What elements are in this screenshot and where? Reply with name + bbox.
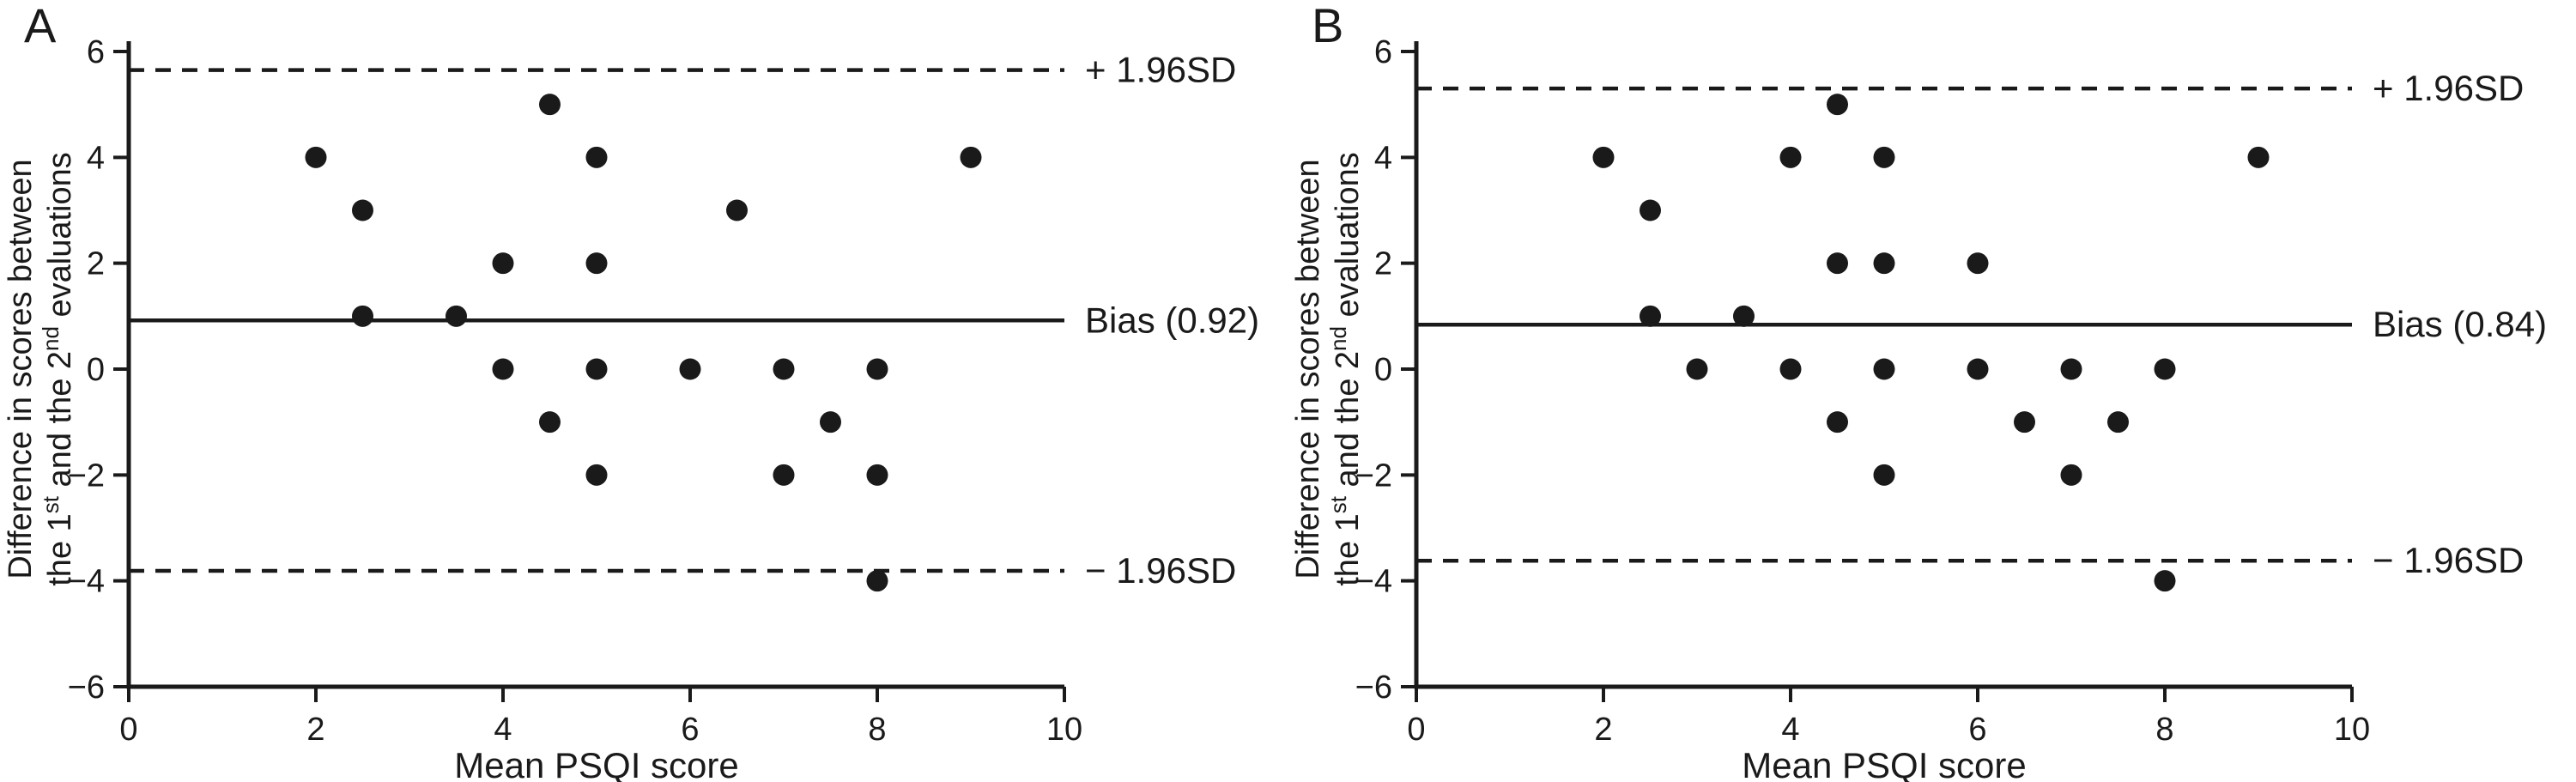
svg-text:Bias (0.84): Bias (0.84): [2373, 304, 2547, 344]
svg-text:0: 0: [1374, 352, 1392, 388]
svg-text:0: 0: [119, 712, 137, 748]
svg-text:−2: −2: [1355, 458, 1392, 494]
svg-text:−4: −4: [68, 564, 105, 600]
svg-text:−6: −6: [68, 670, 105, 706]
svg-text:8: 8: [2155, 712, 2173, 748]
svg-text:Bias (0.92): Bias (0.92): [1085, 300, 1259, 340]
svg-text:+ 1.96SD: + 1.96SD: [1085, 50, 1236, 90]
svg-text:6: 6: [1968, 712, 1986, 748]
svg-text:2: 2: [306, 712, 324, 748]
svg-text:6: 6: [681, 712, 699, 748]
svg-text:6: 6: [87, 34, 105, 70]
svg-text:10: 10: [1046, 712, 1082, 748]
svg-text:4: 4: [494, 712, 512, 748]
svg-text:4: 4: [1781, 712, 1799, 748]
svg-text:2: 2: [1594, 712, 1612, 748]
svg-text:4: 4: [87, 140, 105, 176]
svg-text:6: 6: [1374, 34, 1392, 70]
panel-b-label: B: [1312, 0, 1344, 52]
svg-text:10: 10: [2334, 712, 2370, 748]
svg-text:0: 0: [1407, 712, 1425, 748]
svg-text:− 1.96SD: − 1.96SD: [2373, 540, 2524, 580]
svg-text:− 1.96SD: − 1.96SD: [1085, 550, 1236, 591]
svg-text:Mean PSQI score: Mean PSQI score: [1742, 745, 2026, 782]
panel-a: A −6 −4 −2 0 2 4 6 0 2 4 6 8 10 Mean PSQI score Differ…: [3, 0, 1259, 782]
svg-text:0: 0: [87, 352, 105, 388]
svg-text:−4: −4: [1355, 564, 1392, 600]
svg-text:+ 1.96SD: + 1.96SD: [2373, 68, 2524, 108]
svg-text:−2: −2: [68, 458, 105, 494]
svg-text:8: 8: [868, 712, 886, 748]
svg-text:2: 2: [1374, 246, 1392, 282]
svg-text:Difference in scores between: Difference in scores between: [1290, 159, 1326, 579]
svg-text:2: 2: [87, 246, 105, 282]
panel-a-label: A: [24, 0, 57, 52]
svg-text:−6: −6: [1355, 670, 1392, 706]
panel-b: B −6 −4 −2 0 2 4 6 0 2 4 6 8 10 Mean PSQI score Differ…: [1288, 0, 2575, 782]
bland-altman-plot-a: −6 −4 −2 0 2 4 6 0 2 4 6 8 10 Mean PSQI score Differen…: [3, 34, 1259, 782]
svg-text:Difference in scores between: Difference in scores between: [3, 159, 39, 579]
svg-text:the 1st and the 2nd evaluation: the 1st and the 2nd evaluations: [38, 152, 78, 586]
svg-text:4: 4: [1374, 140, 1392, 176]
svg-text:Mean PSQI score: Mean PSQI score: [454, 745, 738, 782]
bland-altman-plot-b: −6 −4 −2 0 2 4 6 0 2 4 6 8 10 Mean PSQI score Differen…: [1290, 34, 2547, 782]
svg-text:the 1st and the 2nd evaluation: the 1st and the 2nd evaluations: [1325, 152, 1366, 586]
